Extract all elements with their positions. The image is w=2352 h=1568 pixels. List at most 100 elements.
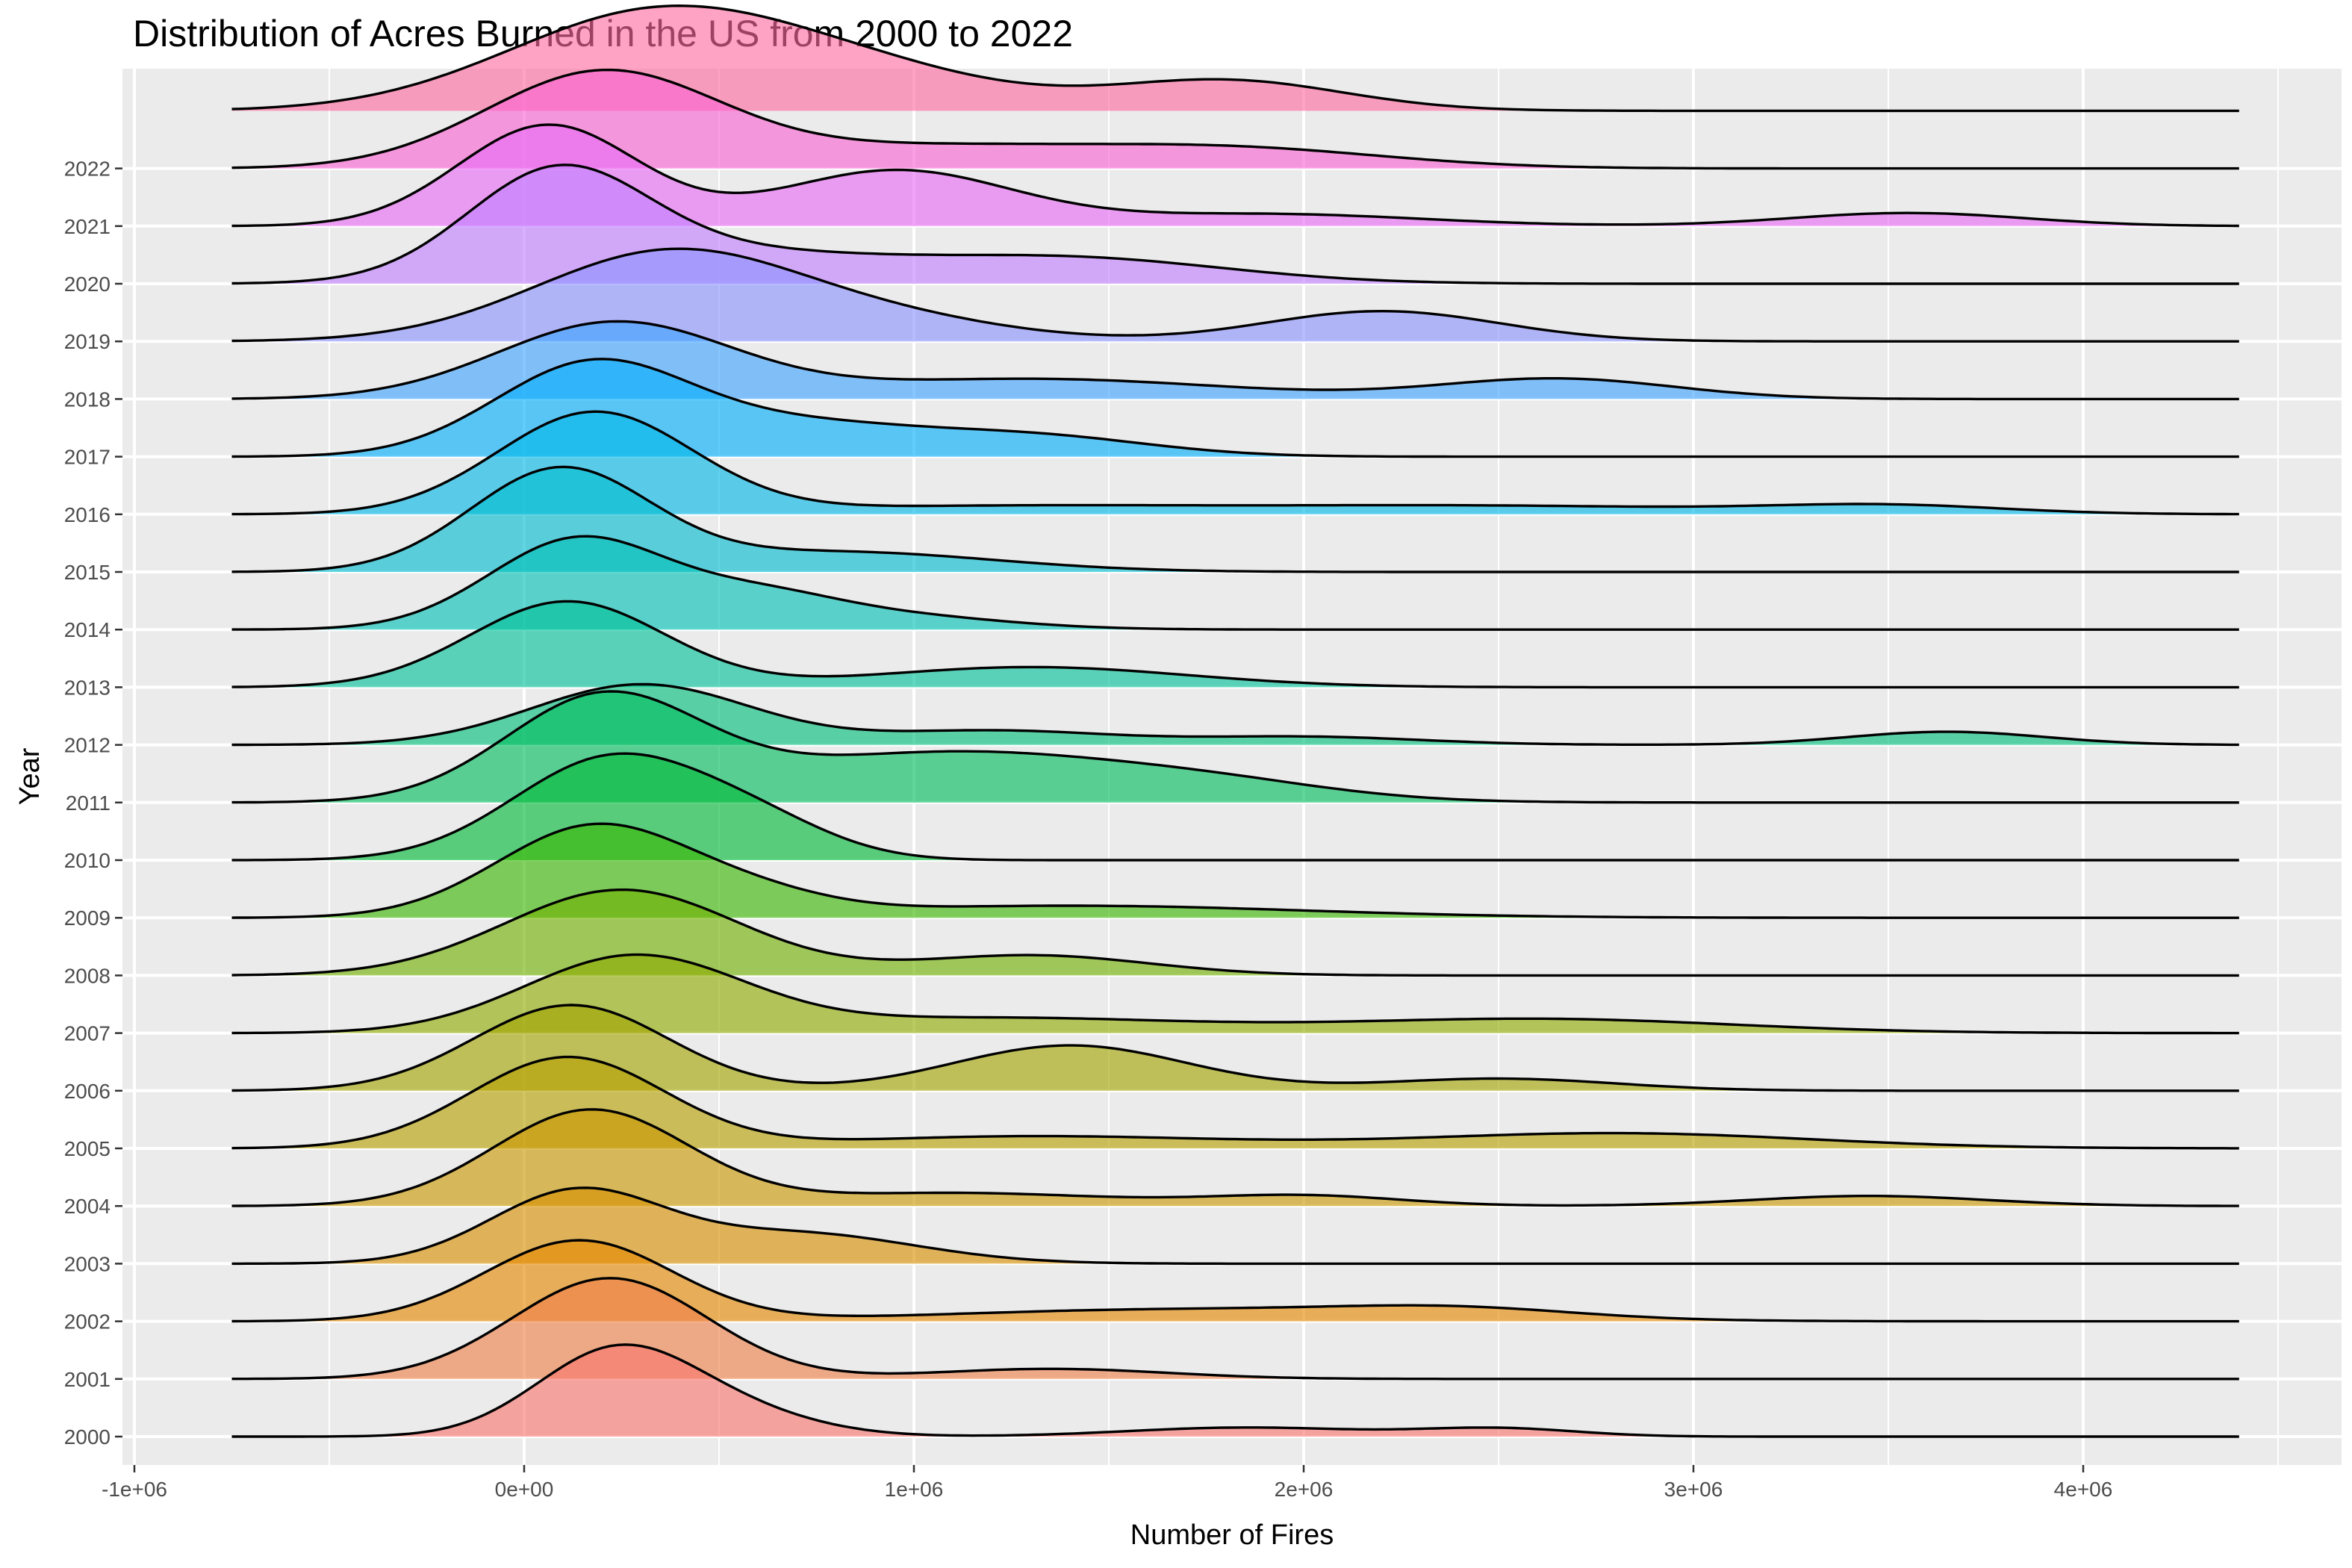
ridge-area xyxy=(231,1278,2239,1379)
ridge-area xyxy=(231,321,2239,399)
x-axis: -1e+06 0e+00 1e+06 2e+06 3e+06 4e+06 xyxy=(102,1465,2112,1501)
ridge-area xyxy=(231,69,2239,169)
y-tick-label: 2004 xyxy=(64,1195,111,1218)
ridge-2003 xyxy=(231,1186,2239,1266)
ridge-outline xyxy=(231,1004,2239,1092)
ridge-outline xyxy=(231,888,2239,977)
ridge-outline xyxy=(231,358,2239,458)
ridge-area xyxy=(231,358,2239,457)
ridge-outline xyxy=(231,1277,2239,1381)
ridge-area xyxy=(231,536,2239,630)
ridge-2011 xyxy=(231,690,2239,804)
x-tick-label: 4e+06 xyxy=(2054,1478,2113,1501)
x-tick-label: -1e+06 xyxy=(102,1478,167,1501)
ridge-outline xyxy=(231,1239,2239,1323)
ridges xyxy=(231,4,2239,1438)
ridge-outline xyxy=(231,4,2239,113)
y-tick-label: 2021 xyxy=(64,215,111,238)
y-tick-label: 2014 xyxy=(64,618,111,641)
ridge-area xyxy=(231,1187,2239,1264)
ridge-outline xyxy=(231,822,2239,919)
y-tick-label: 2016 xyxy=(64,503,111,526)
ridge-outline xyxy=(231,68,2239,170)
ridge-outline xyxy=(231,1055,2239,1150)
ridge-area xyxy=(231,411,2239,514)
y-tick-label: 2019 xyxy=(64,330,111,353)
ridge-2000 xyxy=(231,1343,2239,1438)
ridge-outline xyxy=(231,535,2239,631)
ridge-outline xyxy=(231,320,2239,401)
ridge-area xyxy=(231,601,2239,688)
ridge-area xyxy=(231,753,2239,860)
y-tick-label: 2010 xyxy=(64,849,111,872)
ridge-outline xyxy=(231,1343,2239,1438)
ridge-2012 xyxy=(231,682,2239,747)
ridge-outline xyxy=(231,690,2239,804)
ridge-area xyxy=(231,249,2239,342)
ridge-2014 xyxy=(231,535,2239,631)
x-tick-label: 0e+00 xyxy=(495,1478,554,1501)
ridge-2015 xyxy=(231,465,2239,573)
y-tick-label: 2001 xyxy=(64,1368,111,1391)
ridge-outline xyxy=(231,410,2239,516)
y-tick-label: 2015 xyxy=(64,561,111,584)
ridge-2013 xyxy=(231,600,2239,689)
ridge-area xyxy=(231,824,2239,918)
ridge-2006 xyxy=(231,1004,2239,1092)
x-tick-label: 1e+06 xyxy=(885,1478,944,1501)
y-tick-label: 2011 xyxy=(66,791,111,815)
ridge-outline xyxy=(231,123,2239,228)
ridge-area xyxy=(231,467,2239,572)
ridge-outline xyxy=(231,1108,2239,1207)
ridge-outline xyxy=(231,953,2239,1035)
x-tick-label: 2e+06 xyxy=(1275,1478,1334,1501)
ridge-2021 xyxy=(231,123,2239,228)
y-tick-label: 2005 xyxy=(64,1137,111,1160)
ridge-2008 xyxy=(231,888,2239,977)
y-tick-label: 2020 xyxy=(64,273,111,296)
ridge-area xyxy=(231,954,2239,1033)
ridge-area xyxy=(231,1109,2239,1207)
x-axis-title: Number of Fires xyxy=(1130,1519,1334,1551)
ridge-area xyxy=(231,1057,2239,1148)
ridge-2019 xyxy=(231,247,2239,343)
ridge-2001 xyxy=(231,1277,2239,1381)
y-axis-title: Year xyxy=(14,747,46,805)
ridge-outline xyxy=(231,682,2239,747)
ridge-2007 xyxy=(231,953,2239,1035)
y-tick-label: 2022 xyxy=(64,158,111,181)
ridge-outline xyxy=(231,247,2239,343)
y-tick-label: 2013 xyxy=(64,676,111,699)
ridge-2010 xyxy=(231,752,2239,862)
ridge-2009 xyxy=(231,822,2239,919)
y-tick-label: 2018 xyxy=(64,388,111,411)
ridge-2022 xyxy=(231,68,2239,170)
ridge-area xyxy=(231,1240,2239,1322)
ridge-outline xyxy=(231,600,2239,689)
ridge-outline xyxy=(231,164,2239,285)
ridge-2004 xyxy=(231,1108,2239,1207)
ridge-2018 xyxy=(231,320,2239,401)
ridge-area xyxy=(231,124,2239,226)
ridge-area xyxy=(231,684,2239,745)
y-tick-label: 2008 xyxy=(64,964,111,987)
ridge-outline xyxy=(231,752,2239,862)
y-tick-label: 2017 xyxy=(64,446,111,469)
ridge-outline xyxy=(231,465,2239,573)
ridge-area xyxy=(231,691,2239,803)
ridge-2016 xyxy=(231,410,2239,516)
y-tick-label: 2012 xyxy=(64,734,111,757)
y-tick-label: 2006 xyxy=(64,1080,111,1103)
ridge-2002 xyxy=(231,1239,2239,1323)
ridge-area xyxy=(231,889,2239,976)
ridge-extra xyxy=(231,4,2239,113)
ridge-2017 xyxy=(231,358,2239,458)
y-tick-label: 2002 xyxy=(64,1310,111,1334)
y-tick-label: 2000 xyxy=(64,1425,111,1449)
y-tick-label: 2003 xyxy=(64,1252,111,1275)
ridge-outline xyxy=(231,1186,2239,1266)
y-axis: 2000 2001 2002 2003 2004 2005 2006 2007 2008 2009… xyxy=(64,158,122,1449)
ridge-area xyxy=(231,1344,2239,1437)
x-tick-label: 3e+06 xyxy=(1664,1478,1723,1501)
